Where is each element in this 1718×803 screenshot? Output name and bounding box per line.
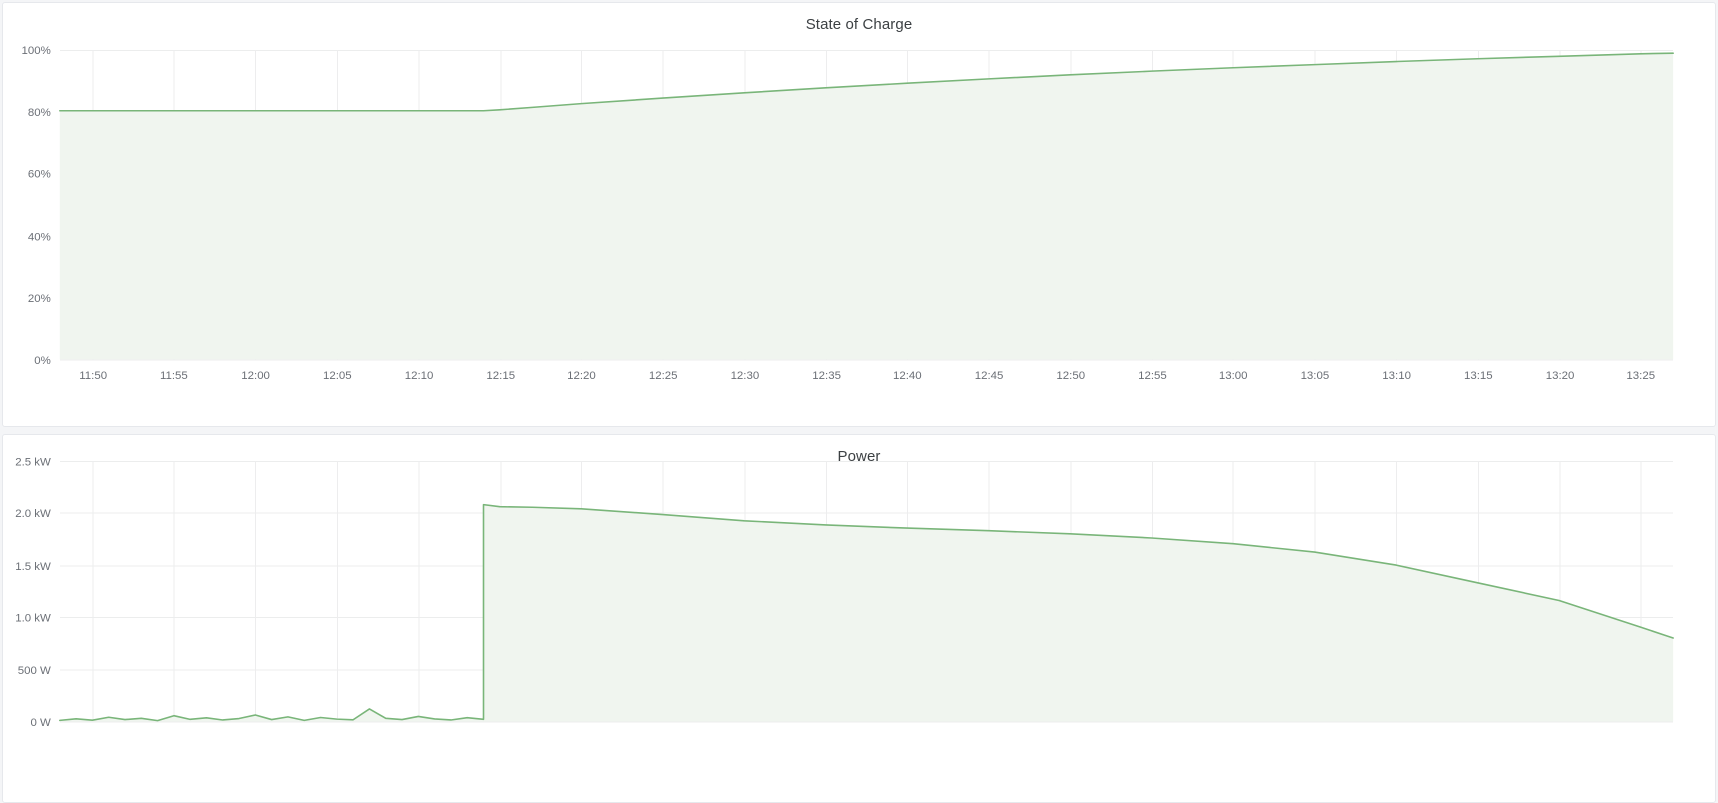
y-axis-tick-label: 500 W [18,665,51,677]
x-axis-tick-label: 12:05 [323,370,352,382]
chart-state-of-charge[interactable]: 0% 20% 40% 60% 80% 100% 11:50 11:55 12:00 12:05 12… [3,3,1715,426]
x-axis-tick-label: 13:05 [1301,370,1330,382]
x-axis-tick-label: 13:25 [1626,370,1655,382]
x-axis-tick-label: 12:25 [649,370,678,382]
panel-power[interactable]: Power 0 W 500 W 1.0 kW 1.5 kW 2.0 kW 2.5 kW [2,434,1716,803]
x-axis-tick-label: 12:30 [731,370,760,382]
state-of-charge-plot[interactable]: 0% 20% 40% 60% 80% 100% 11:50 11:55 12:00 12:05 12… [3,3,1715,426]
y-axis-tick-label: 2.5 kW [15,456,51,468]
y-axis-tick-label: 20% [28,293,51,305]
y-axis-tick-label: 2.0 kW [15,508,51,520]
x-axis-tick-label: 11:55 [160,370,188,382]
x-axis-tick-label: 12:20 [567,370,596,382]
series-line [59,52,1674,112]
panel-title-state-of-charge: State of Charge [805,16,913,33]
y-axis-tick-label: 0 W [30,717,51,729]
x-axis-tick-label: 12:40 [893,370,922,382]
y-axis-tick-label: 100% [22,45,51,57]
x-axis-tick-label: 12:55 [1138,370,1167,382]
x-axis-tick-label: 12:10 [405,370,434,382]
y-axis-tick-label: 0% [34,355,51,367]
power-plot[interactable]: 0 W 500 W 1.0 kW 1.5 kW 2.0 kW 2.5 kW [3,435,1715,802]
y-axis-tick-label: 1.5 kW [15,561,51,573]
x-axis-tick-label: 12:45 [975,370,1004,382]
x-axis-tick-label: 11:50 [79,370,107,382]
x-axis-tick-label: 13:20 [1546,370,1575,382]
y-axis-tick-label: 40% [28,231,51,243]
chart-power[interactable]: 0 W 500 W 1.0 kW 1.5 kW 2.0 kW 2.5 kW [3,435,1715,802]
x-axis-tick-label: 12:00 [241,370,270,382]
series-area-fill [59,53,1674,360]
x-axis-tick-label: 13:15 [1464,370,1493,382]
x-axis-tick-label: 12:15 [486,370,515,382]
x-axis-tick-label: 13:00 [1219,370,1248,382]
series-area-fill [59,504,1674,722]
panel-state-of-charge[interactable]: State of Charge 0% 20% 40% 60% 80% 100% 11:50 1… [2,2,1716,427]
x-axis-tick-label: 12:35 [812,370,841,382]
y-axis-tick-label: 1.0 kW [15,612,51,624]
series-line [59,503,1674,722]
y-axis-tick-label: 60% [28,169,51,181]
panel-title-power: Power [837,448,881,465]
x-axis-tick-label: 12:50 [1056,370,1085,382]
y-axis-tick-label: 80% [28,107,51,119]
x-axis-tick-label: 13:10 [1382,370,1411,382]
